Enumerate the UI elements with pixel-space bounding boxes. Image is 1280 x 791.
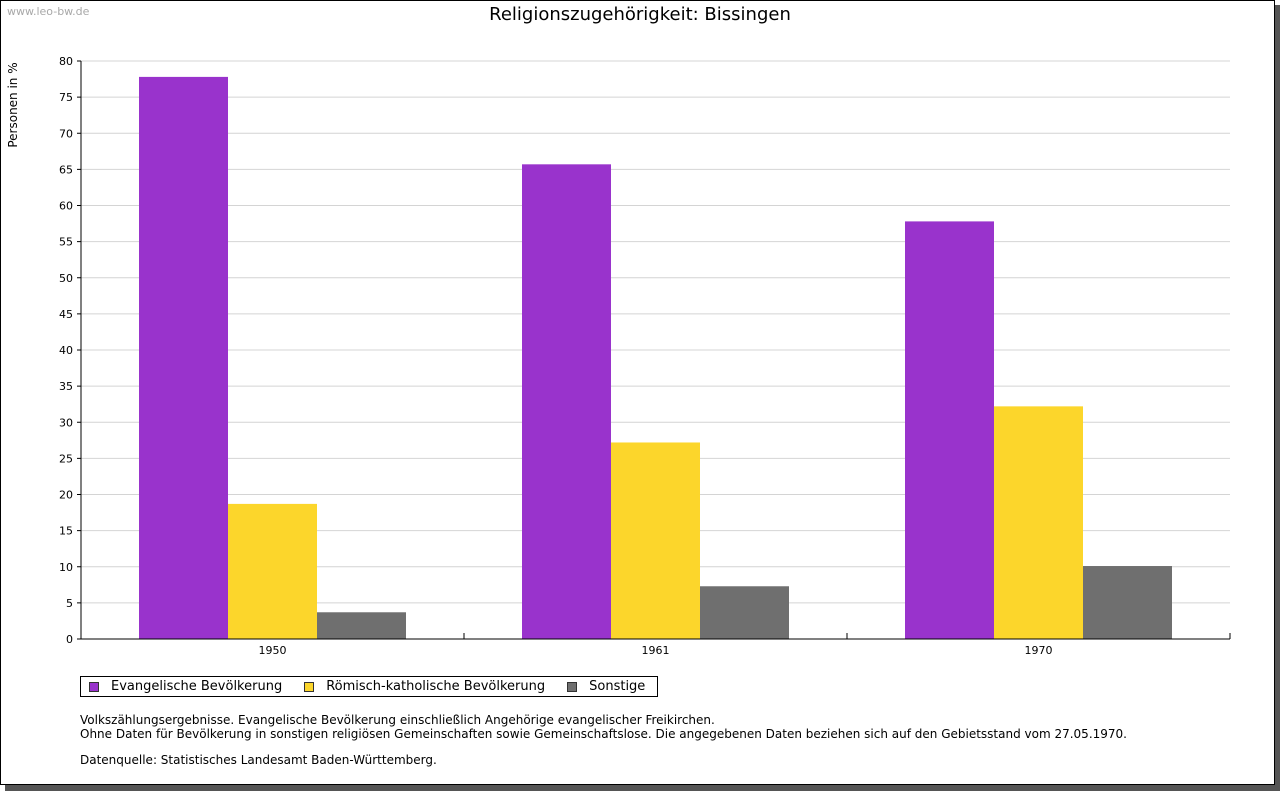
bar-sonstige-1961 xyxy=(700,586,789,639)
y-tick-label: 15 xyxy=(59,525,73,538)
y-tick-label: 20 xyxy=(59,489,73,502)
frame-shadow-right xyxy=(1275,5,1280,791)
legend-swatch-evangelisch xyxy=(89,681,99,692)
y-tick-label: 30 xyxy=(59,416,73,429)
frame-shadow-bottom xyxy=(5,785,1280,791)
chart-notes: Volkszählungsergebnisse. Evangelische Be… xyxy=(80,713,1127,767)
legend-item-katholisch: Römisch-katholische Bevölkerung xyxy=(304,679,545,694)
bar-sonstige-1950 xyxy=(317,612,406,639)
y-tick-label: 60 xyxy=(59,200,73,213)
legend-swatch-katholisch xyxy=(304,681,315,692)
y-tick-label: 80 xyxy=(59,55,73,68)
y-tick-label: 70 xyxy=(59,127,73,140)
data-source: Datenquelle: Statistisches Landesamt Bad… xyxy=(80,753,437,767)
y-tick-label: 40 xyxy=(59,344,73,357)
x-tick-label: 1970 xyxy=(1025,644,1053,657)
y-tick-label: 35 xyxy=(59,380,73,393)
y-tick-label: 10 xyxy=(59,561,73,574)
note-line-2: Ohne Daten für Bevölkerung in sonstigen … xyxy=(80,727,1127,741)
bar-evangelische-1970 xyxy=(905,221,994,639)
y-tick-label: 75 xyxy=(59,91,73,104)
y-tick-label: 0 xyxy=(66,633,73,646)
x-tick-label: 1950 xyxy=(259,644,287,657)
legend: Evangelische Bevölkerung Römisch-katholi… xyxy=(80,676,659,697)
bar-römisch-1970 xyxy=(994,406,1083,639)
y-tick-label: 50 xyxy=(59,272,73,285)
legend-label-evangelisch: Evangelische Bevölkerung xyxy=(111,679,283,694)
y-tick-label: 25 xyxy=(59,452,73,465)
note-line-1: Volkszählungsergebnisse. Evangelische Be… xyxy=(80,713,715,727)
bar-evangelische-1961 xyxy=(522,164,611,639)
legend-swatch-sonstige xyxy=(567,681,578,692)
y-tick-label: 45 xyxy=(59,308,73,321)
chart-title: Religionszugehörigkeit: Bissingen xyxy=(489,4,791,25)
bar-sonstige-1970 xyxy=(1083,566,1172,639)
y-tick-label: 55 xyxy=(59,236,73,249)
legend-item-sonstige: Sonstige xyxy=(567,679,645,694)
y-tick-label: 5 xyxy=(66,597,73,610)
y-tick-label: 65 xyxy=(59,163,73,176)
legend-item-evangelisch: Evangelische Bevölkerung xyxy=(89,679,282,694)
x-tick-label: 1961 xyxy=(642,644,670,657)
bar-römisch-1961 xyxy=(611,442,700,639)
legend-label-katholisch: Römisch-katholische Bevölkerung xyxy=(326,679,546,694)
bar-evangelische-1950 xyxy=(139,76,228,639)
legend-label-sonstige: Sonstige xyxy=(589,679,646,694)
bar-römisch-1950 xyxy=(228,503,317,639)
watermark: www.leo-bw.de xyxy=(7,5,90,18)
